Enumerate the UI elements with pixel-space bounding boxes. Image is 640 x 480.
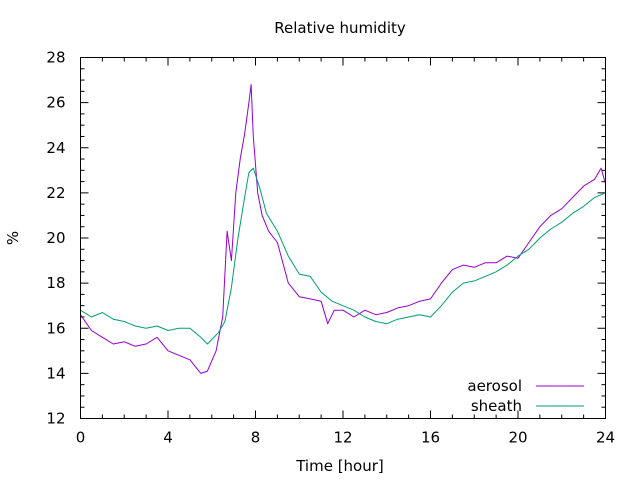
legend-label-aerosol: aerosol — [467, 377, 522, 395]
x-tick-label-24: 24 — [596, 429, 615, 447]
x-tick-label-4: 4 — [163, 429, 173, 447]
y-tick-label-18: 18 — [46, 274, 65, 292]
plot-frame — [80, 57, 606, 419]
series-line-sheath — [80, 167, 606, 345]
y-tick-label-22: 22 — [46, 184, 65, 202]
y-tick-label-16: 16 — [46, 319, 65, 337]
y-tick-label-26: 26 — [46, 94, 65, 112]
y-tick-label-12: 12 — [46, 410, 65, 428]
y-tick-label-20: 20 — [46, 229, 65, 247]
x-tick-label-0: 0 — [76, 429, 86, 447]
x-tick-label-16: 16 — [421, 429, 440, 447]
y-tick-label-28: 28 — [46, 49, 65, 67]
series-lines — [80, 84, 606, 374]
x-tick-label-8: 8 — [251, 429, 261, 447]
y-tick-label-14: 14 — [46, 364, 65, 382]
y-axis-label: % — [4, 231, 22, 245]
series-line-aerosol — [80, 84, 606, 374]
y-tick-label-24: 24 — [46, 139, 65, 157]
x-axis-label: Time [hour] — [295, 457, 384, 475]
legend: aerosol sheath — [467, 377, 584, 415]
chart-title: Relative humidity — [274, 19, 406, 37]
axis-ticks: 0 4 8 12 16 20 24 12 14 16 18 20 22 24 26 28 — [46, 49, 615, 447]
x-tick-label-20: 20 — [508, 429, 527, 447]
x-tick-label-12: 12 — [333, 429, 352, 447]
legend-label-sheath: sheath — [471, 397, 522, 415]
